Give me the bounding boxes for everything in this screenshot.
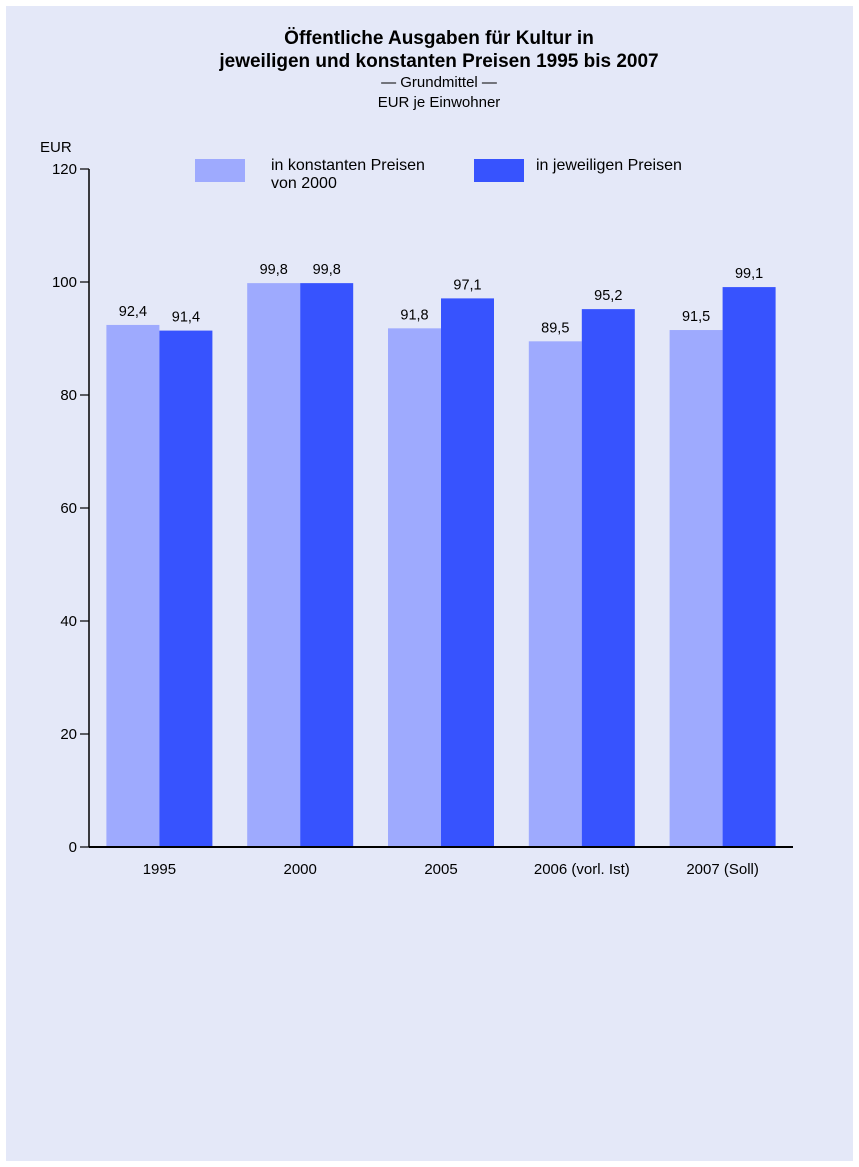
chart-subtitle-line-1: — Grundmittel — [381, 74, 497, 91]
bar-constant-1 [247, 283, 301, 847]
bar-current-2 [441, 298, 494, 847]
value-label-current-2: 97,1 [453, 277, 481, 293]
legend-swatch-1 [474, 159, 524, 182]
bar-constant-3 [528, 341, 582, 847]
x-tick-label-3: 2006 (vorl. Ist) [534, 861, 630, 878]
bar-current-4 [722, 287, 776, 848]
chart-subtitle-line-2: EUR je Einwohner [378, 94, 501, 111]
legend-label-1-line-0: in jeweiligen Preisen [536, 157, 682, 174]
value-label-constant-1: 99,8 [260, 262, 288, 278]
chart-title-line-1: Öffentliche Ausgaben für Kultur in [284, 28, 594, 49]
x-tick-label-2: 2005 [424, 861, 457, 878]
x-tick-label-4: 2007 (Soll) [686, 861, 759, 878]
value-label-constant-4: 91,5 [682, 309, 710, 325]
y-tick-label-2: 40 [60, 613, 77, 630]
value-label-current-3: 95,2 [594, 288, 622, 304]
value-label-constant-0: 92,4 [119, 304, 147, 320]
chart-panel: Öffentliche Ausgaben für Kultur in jewei… [6, 6, 853, 1161]
value-label-current-0: 91,4 [172, 310, 200, 326]
bar-current-1 [300, 283, 354, 847]
y-axis-unit-label: EUR [40, 139, 72, 156]
bar-constant-2 [388, 328, 441, 848]
value-labels-group: 92,4 91,4 99,8 99,8 91,8 97,1 89,5 95,2 91,5 99,1 [119, 262, 763, 336]
x-tick-label-0: 1995 [143, 861, 176, 878]
legend-label-0-line-0: in konstanten Preisen [271, 157, 425, 174]
x-tick-label-1: 2000 [284, 861, 317, 878]
value-label-current-4: 99,1 [735, 266, 763, 282]
bars-group [106, 283, 776, 848]
value-label-constant-2: 91,8 [400, 307, 428, 323]
value-label-current-1: 99,8 [313, 262, 341, 278]
y-tick-label-3: 60 [60, 500, 77, 517]
y-tick-label-6: 120 [52, 161, 77, 178]
y-tick-label-0: 0 [69, 839, 77, 856]
bar-constant-0 [106, 324, 160, 847]
legend-label-0-line-1: von 2000 [271, 175, 337, 192]
y-tick-label-1: 20 [60, 726, 77, 743]
y-tick-label-5: 100 [52, 274, 77, 291]
bar-current-0 [159, 330, 213, 848]
chart-title-line-2: jeweiligen und konstanten Preisen 1995 b… [218, 51, 658, 72]
bar-constant-4 [669, 330, 723, 847]
value-label-constant-3: 89,5 [541, 320, 569, 336]
axes-group: 1995 2000 2005 2006 (vorl. Ist) 2007 (Soll) 0… [52, 161, 793, 878]
bar-chart: Öffentliche Ausgaben für Kultur in jewei… [40, 28, 793, 878]
bar-current-3 [581, 309, 635, 847]
y-tick-label-4: 80 [60, 387, 77, 404]
legend-swatch-0 [195, 159, 245, 182]
